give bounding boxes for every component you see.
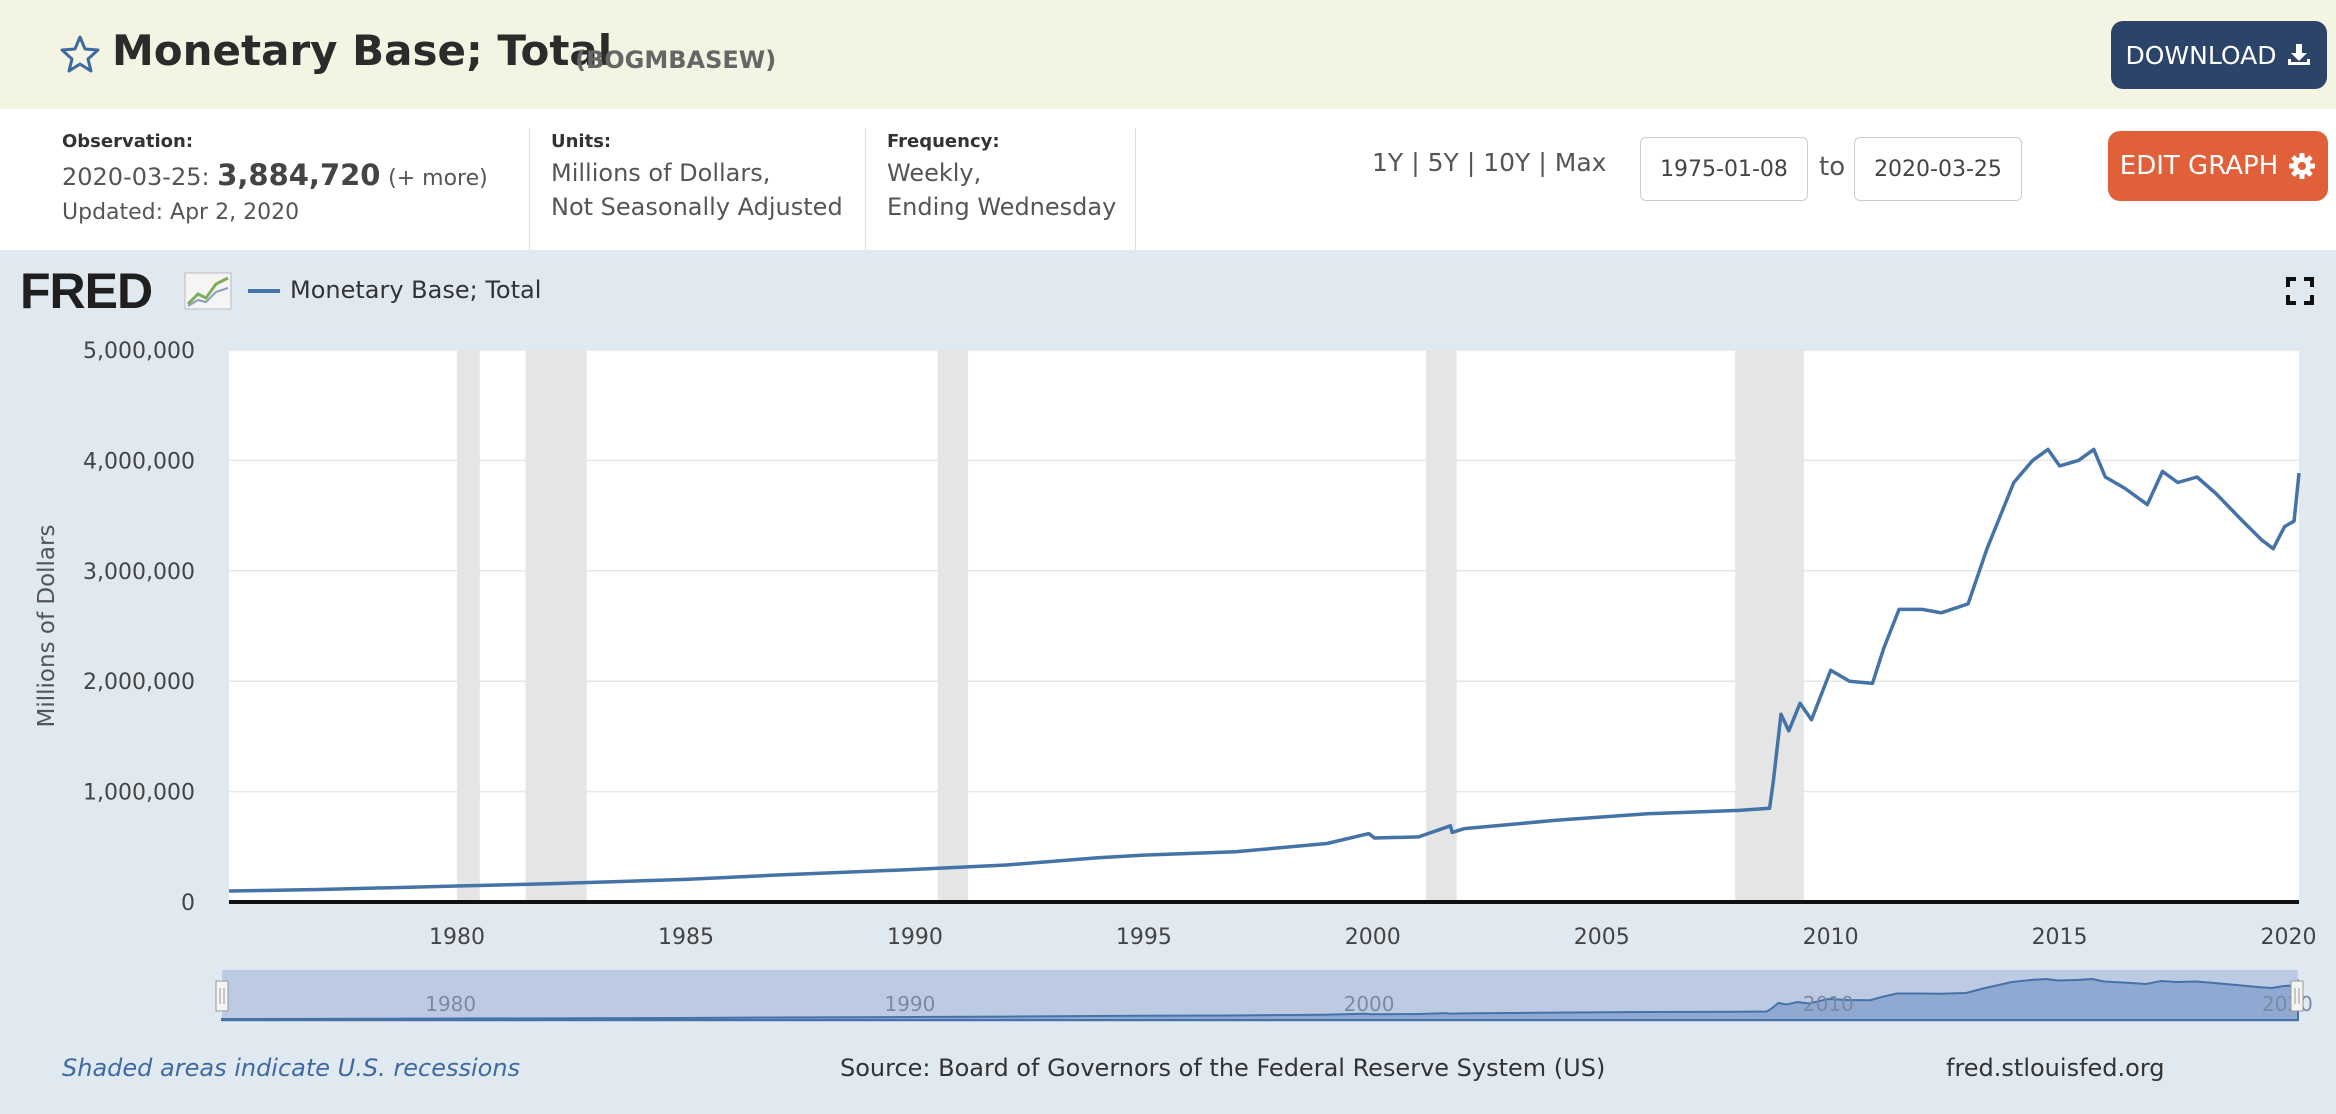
navigator-tick-label: 2010	[1803, 992, 1854, 1016]
x-tick-label: 1980	[429, 925, 485, 950]
range-1y-link[interactable]: 1Y	[1372, 148, 1404, 177]
navigator-area	[221, 977, 2299, 1021]
page-title: Monetary Base; Total	[112, 26, 613, 75]
recession-band	[937, 350, 969, 902]
navigator-tick-label: 1980	[425, 992, 476, 1016]
y-tick-label: 4,000,000	[83, 449, 195, 474]
range-separator: |	[1538, 148, 1547, 177]
recession-band	[1426, 350, 1457, 902]
y-tick-label: 3,000,000	[83, 560, 195, 585]
navigator-right-handle[interactable]	[2290, 980, 2304, 1012]
meta-divider	[1135, 128, 1136, 250]
range-separator: |	[1411, 148, 1420, 177]
units-block: Units: Millions of Dollars, Not Seasonal…	[551, 131, 843, 224]
range-5y-link[interactable]: 5Y	[1427, 148, 1459, 177]
fullscreen-icon[interactable]	[2286, 277, 2314, 305]
legend-swatch	[248, 289, 280, 293]
frequency-line-1: Weekly,	[887, 159, 982, 187]
start-date-input[interactable]	[1640, 137, 1808, 201]
edit-graph-label: EDIT GRAPH	[2119, 151, 2279, 181]
units-heading: Units:	[551, 131, 612, 152]
x-tick-label: 1985	[658, 925, 714, 950]
meta-divider	[865, 128, 866, 250]
download-button[interactable]: DOWNLOAD	[2111, 21, 2327, 89]
recession-note: Shaded areas indicate U.S. recessions	[62, 1054, 521, 1082]
recession-band	[1735, 350, 1804, 902]
observation-block: Observation: 2020-03-25: 3,884,720 (+ mo…	[62, 131, 488, 230]
navigator-tick-label: 2020	[2262, 992, 2313, 1016]
x-tick-label: 1990	[887, 925, 943, 950]
recession-band	[525, 350, 587, 902]
source-text[interactable]: Source: Board of Governors of the Federa…	[840, 1054, 1606, 1082]
y-tick-label: 0	[181, 891, 195, 916]
x-tick-label: 1995	[1116, 925, 1172, 950]
x-tick-label: 2000	[1345, 925, 1401, 950]
observation-more-link[interactable]: (+ more)	[388, 166, 488, 191]
x-tick-label: 2010	[1803, 925, 1859, 950]
logo-graph-icon	[184, 272, 232, 310]
y-tick-label: 1,000,000	[83, 781, 195, 806]
recession-band	[457, 350, 480, 902]
observation-date: 2020-03-25:	[62, 163, 210, 191]
range-10y-link[interactable]: 10Y	[1483, 148, 1531, 177]
gear-icon	[2289, 153, 2316, 179]
observation-value: 3,884,720	[217, 158, 381, 192]
units-line-1: Millions of Dollars,	[551, 159, 771, 187]
range-links: 1Y | 5Y | 10Y | Max	[1372, 148, 1606, 177]
to-label: to	[1819, 152, 1846, 182]
x-tick-label: 2020	[2260, 925, 2316, 950]
navigator-left-handle[interactable]	[215, 980, 229, 1012]
download-label: DOWNLOAD	[2125, 40, 2277, 70]
navigator-tick-label: 1990	[884, 992, 935, 1016]
updated-date: Updated: Apr 2, 2020	[62, 200, 300, 225]
x-tick-label: 2005	[1574, 925, 1630, 950]
fred-logo[interactable]: FRED	[20, 263, 153, 319]
frequency-line-2: Ending Wednesday	[887, 193, 1117, 221]
navigator-tick-label: 2000	[1344, 992, 1395, 1016]
series-line	[228, 447, 2301, 893]
range-separator: |	[1466, 148, 1476, 177]
star-icon[interactable]	[60, 35, 100, 73]
y-axis-label: Millions of Dollars	[34, 525, 60, 728]
title-bar: Monetary Base; Total (BOGMBASEW) DOWNLOA…	[0, 0, 2336, 109]
frequency-block: Frequency: Weekly, Ending Wednesday	[887, 131, 1116, 224]
download-icon	[2288, 44, 2311, 65]
frequency-heading: Frequency:	[887, 131, 1000, 152]
series-id: (BOGMBASEW)	[575, 46, 777, 74]
end-date-input[interactable]	[1854, 137, 2022, 201]
meta-divider	[529, 128, 530, 250]
range-max-link[interactable]: Max	[1554, 148, 1607, 177]
units-line-2: Not Seasonally Adjusted	[551, 193, 843, 221]
x-tick-label: 2015	[2032, 925, 2088, 950]
y-tick-label: 2,000,000	[83, 670, 195, 695]
y-tick-label: 5,000,000	[83, 339, 195, 364]
legend-label[interactable]: Monetary Base; Total	[290, 276, 542, 304]
site-link[interactable]: fred.stlouisfed.org	[1946, 1054, 2165, 1082]
observation-heading: Observation:	[62, 131, 194, 152]
edit-graph-button[interactable]: EDIT GRAPH	[2108, 131, 2328, 201]
